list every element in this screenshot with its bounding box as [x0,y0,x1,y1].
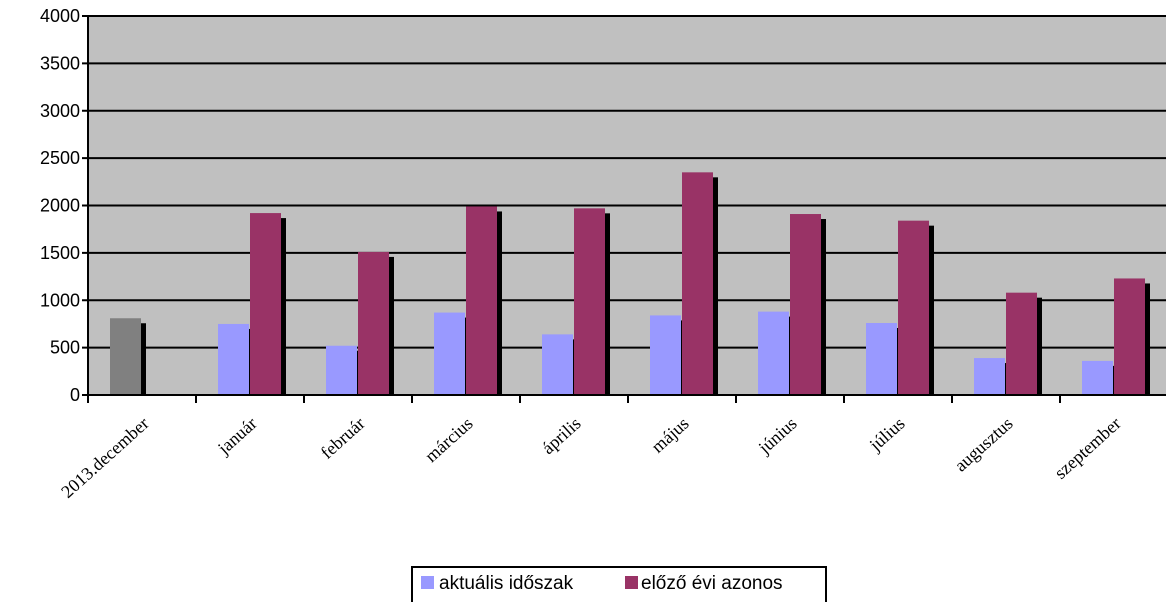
legend-label-aktualis: aktuális időszak [439,573,574,594]
y-tick-label: 3500 [40,53,80,73]
bar-aktualis [866,322,897,395]
bar-elozo [682,172,713,395]
bar-aktualis [974,358,1005,395]
bar-special [110,318,141,395]
legend-label-elozo: előző évi azonos [641,573,783,594]
x-tick-label: január [213,413,261,459]
y-tick-label: 1500 [40,243,80,263]
bar-elozo [898,220,929,395]
bar-aktualis [326,345,357,395]
bar-elozo [358,251,389,395]
x-tick-label: augusztus [951,413,1017,475]
bar-aktualis [758,311,789,395]
x-tick-label: július [865,413,909,455]
bar-elozo [574,208,605,395]
bar-aktualis [434,312,465,395]
x-tick-label: március [421,413,477,466]
bar-aktualis [650,315,681,395]
y-tick-label: 1000 [40,290,80,310]
y-tick-label: 500 [50,338,80,358]
bar-elozo [250,213,281,395]
bar-elozo [466,206,497,395]
legend-swatch-aktualis [421,576,434,589]
x-tick-label: szeptember [1050,413,1124,483]
x-tick-label: június [754,413,801,458]
bar-aktualis [542,334,573,395]
y-tick-label: 2000 [40,196,80,216]
legend-swatch-elozo [625,576,638,589]
y-tick-label: 3000 [40,101,80,121]
bar-elozo [1006,292,1037,395]
bar-aktualis [218,323,249,395]
y-tick-label: 4000 [40,6,80,26]
bar-elozo [1114,278,1145,395]
y-tick-label: 0 [70,385,80,405]
x-tick-label: február [317,413,369,463]
x-tick-label: május [647,413,692,457]
bar-elozo [790,214,821,395]
x-tick-label: április [538,413,585,458]
x-tick-label: 2013.december [57,413,152,502]
legend-box [411,566,827,602]
bar-aktualis [1082,360,1113,395]
y-tick-label: 2500 [40,148,80,168]
legend: aktuális időszak előző évi azonos [411,566,827,602]
bars [110,172,1150,395]
